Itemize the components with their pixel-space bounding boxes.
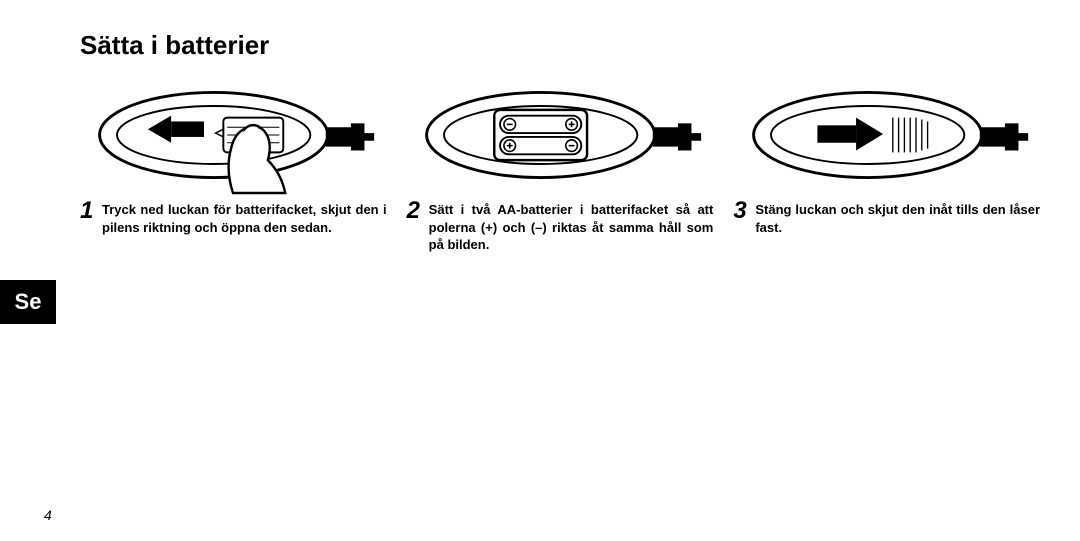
step-1: 1 Tryck ned luckan för batterifacket, sk… [80, 201, 387, 254]
page-title: Sätta i batterier [80, 30, 1040, 61]
illustration-row [80, 75, 1040, 195]
steps-row: 1 Tryck ned luckan för batterifacket, sk… [80, 201, 1040, 254]
step-text: Tryck ned luckan för batterifacket, skju… [102, 201, 387, 236]
step-number: 3 [733, 199, 751, 223]
illustration-step-2 [407, 75, 714, 195]
step-number: 1 [80, 199, 98, 223]
page-number: 4 [44, 507, 52, 523]
step-number: 2 [407, 199, 425, 223]
illustration-step-3 [733, 75, 1040, 195]
step-2: 2 Sätt i två AA-batterier i batteri­fack… [407, 201, 714, 254]
step-text: Sätt i två AA-batterier i batteri­facket… [429, 201, 714, 254]
illustration-step-1 [80, 75, 387, 195]
language-tab: Se [0, 280, 56, 324]
step-text: Stäng luckan och skjut den inåt tills de… [755, 201, 1040, 236]
manual-page: Sätta i batterier [0, 0, 1080, 541]
step-3: 3 Stäng luckan och skjut den inåt tills … [733, 201, 1040, 254]
